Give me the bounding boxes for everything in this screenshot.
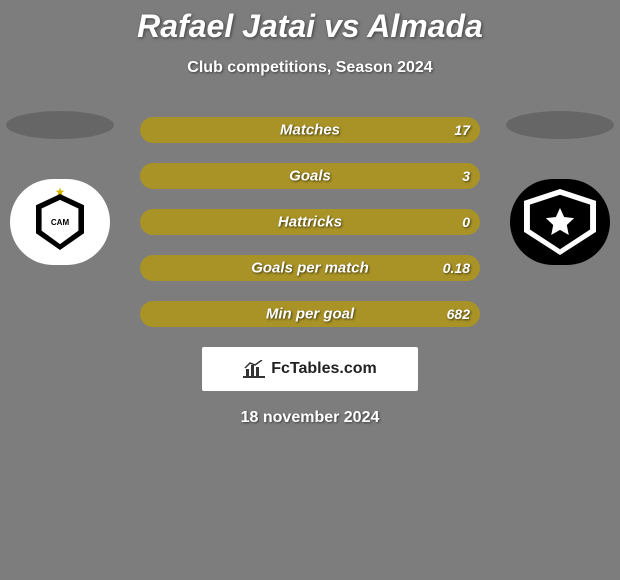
stat-label: Hattricks	[278, 214, 342, 231]
stat-value-right: 17	[454, 122, 470, 138]
left-player-placeholder	[6, 111, 114, 139]
stat-label: Goals per match	[251, 260, 369, 277]
watermark-text: FcTables.com	[271, 360, 377, 378]
left-player-column: ★ CAM	[0, 117, 120, 265]
stat-bar: Goals per match 0.18	[140, 255, 480, 281]
stat-value-right: 3	[462, 168, 470, 184]
watermark[interactable]: FcTables.com	[202, 347, 418, 391]
stat-value-right: 0	[462, 214, 470, 230]
right-club-badge	[510, 179, 610, 265]
right-player-column	[500, 117, 620, 265]
stat-bar: Goals 3	[140, 163, 480, 189]
stat-value-right: 682	[447, 306, 470, 322]
main-content: ★ CAM Matches 17 Goals 3 Hattricks 0 Goals per…	[0, 117, 620, 427]
stat-value-right: 0.18	[443, 260, 470, 276]
stats-container: Matches 17 Goals 3 Hattricks 0 Goals per match…	[140, 117, 480, 327]
date-text: 18 november 2024	[0, 409, 620, 427]
stat-label: Goals	[289, 168, 331, 185]
shield-icon	[524, 189, 596, 255]
stat-label: Matches	[280, 122, 340, 139]
stat-bar: Min per goal 682	[140, 301, 480, 327]
chart-icon	[243, 360, 265, 378]
star-icon	[543, 205, 577, 239]
right-player-placeholder	[506, 111, 614, 139]
stat-bar: Hattricks 0	[140, 209, 480, 235]
subtitle: Club competitions, Season 2024	[0, 59, 620, 77]
left-badge-label: CAM	[51, 218, 69, 227]
stat-bar: Matches 17	[140, 117, 480, 143]
stat-label: Min per goal	[266, 306, 354, 323]
left-club-badge: ★ CAM	[10, 179, 110, 265]
page-title: Rafael Jatai vs Almada	[0, 0, 620, 45]
shield-icon: CAM	[36, 194, 84, 250]
